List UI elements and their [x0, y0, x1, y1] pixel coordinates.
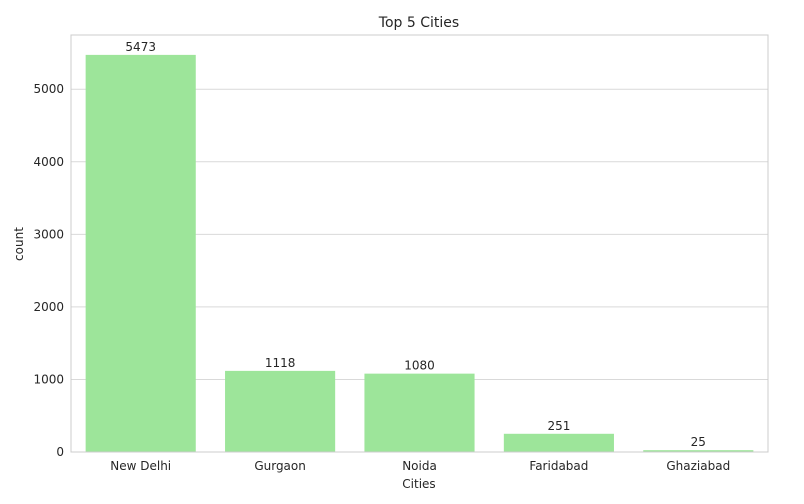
data-labels: 5473 1118 1080 251 25: [125, 40, 706, 449]
data-label: 25: [691, 435, 706, 449]
chart-title: Top 5 Cities: [378, 15, 459, 31]
data-label: 1080: [404, 359, 435, 373]
x-tick-label: New Delhi: [110, 459, 171, 473]
plot-frame: [70, 34, 769, 453]
x-tick-label: Ghaziabad: [666, 459, 730, 473]
bar-noida: [364, 373, 475, 452]
bar-ghaziabad: [643, 450, 754, 452]
bar-new-delhi: [85, 54, 196, 453]
data-label: 5473: [125, 40, 156, 54]
x-axis-label: Cities: [402, 477, 435, 491]
x-tick-label: Faridabad: [529, 459, 588, 473]
y-tick-label: 3000: [33, 227, 64, 241]
data-label: 1118: [265, 356, 296, 370]
bar-faridabad: [503, 433, 614, 452]
y-tick-label: 4000: [33, 155, 64, 169]
x-tick-label: Gurgaon: [254, 459, 306, 473]
y-tick-label: 0: [56, 445, 64, 459]
bar-gurgaon: [225, 370, 336, 452]
bars: [85, 54, 754, 453]
y-tick-label: 5000: [33, 82, 64, 96]
y-axis-ticks: 0 1000 2000 3000 4000 5000: [33, 82, 64, 459]
x-tick-label: Noida: [402, 459, 437, 473]
data-label: 251: [547, 419, 570, 433]
y-tick-label: 1000: [33, 372, 64, 386]
x-axis-ticks: New Delhi Gurgaon Noida Faridabad Ghaziabad: [110, 459, 730, 473]
y-tick-label: 2000: [33, 300, 64, 314]
y-axis-label: count: [12, 227, 26, 261]
